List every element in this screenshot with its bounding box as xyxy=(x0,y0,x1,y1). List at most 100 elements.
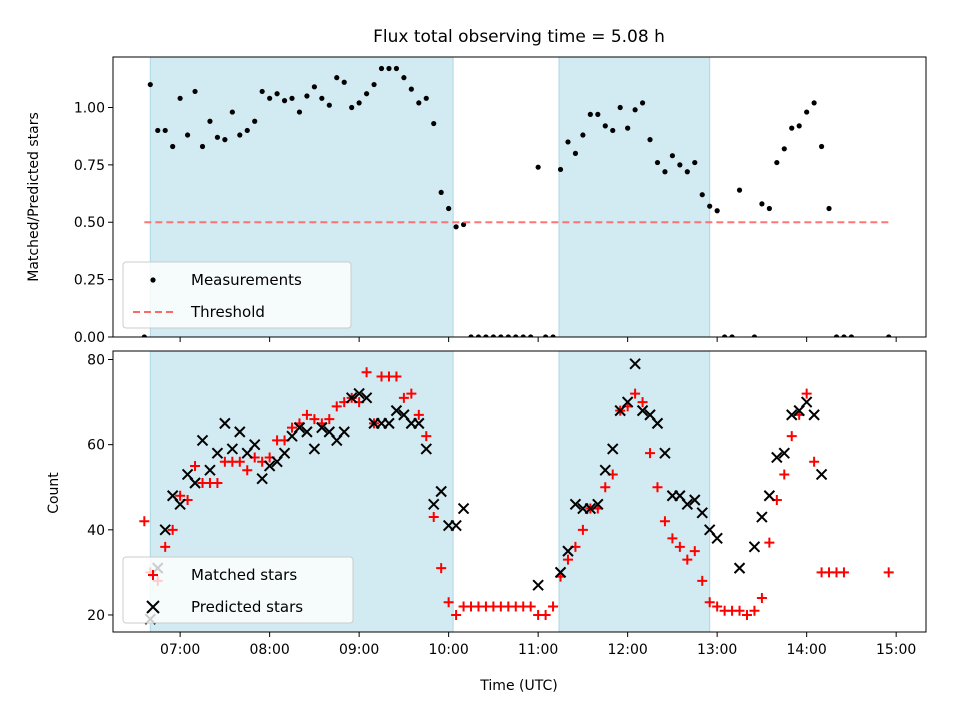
legend-label: Measurements xyxy=(191,271,302,289)
measurement-point xyxy=(214,134,221,140)
measurement-point xyxy=(565,139,571,145)
measurement-point xyxy=(446,205,452,212)
predicted-stars-point xyxy=(599,464,611,476)
predicted-stars-point xyxy=(554,566,567,579)
measurement-point xyxy=(580,132,586,138)
measurement-point xyxy=(170,143,176,150)
predicted-stars-point xyxy=(174,498,186,510)
predicted-stars-point xyxy=(808,409,820,421)
measurement-point xyxy=(684,169,690,175)
measurement-point xyxy=(811,100,817,106)
matched-stars-point xyxy=(413,409,424,420)
measurement-point xyxy=(520,334,526,337)
predicted-stars-point xyxy=(435,485,447,498)
matched-stars-point xyxy=(674,541,685,552)
x-tick-label: 15:00 xyxy=(876,642,916,658)
matched-stars-point xyxy=(756,592,767,603)
legend-marker-predicted xyxy=(146,600,160,614)
matched-stars-point xyxy=(451,609,462,620)
predicted-stars-point xyxy=(308,443,321,455)
predicted-stars-point xyxy=(413,417,425,430)
measurement-point xyxy=(393,65,400,72)
matched-stars-point xyxy=(786,431,797,442)
matched-stars-point xyxy=(361,367,372,378)
measurement-point xyxy=(751,334,758,337)
predicted-stars-point xyxy=(800,396,813,408)
predicted-stars-point xyxy=(211,447,224,459)
measurement-point xyxy=(416,100,422,106)
axes-frame xyxy=(112,56,927,338)
matched-stars-point xyxy=(428,512,439,523)
predicted-stars-point xyxy=(316,421,328,434)
predicted-stars-point xyxy=(607,443,619,455)
y-tick-label: 0.75 xyxy=(74,158,105,174)
predicted-stars-point xyxy=(204,464,216,476)
y-tick-label: 60 xyxy=(87,438,105,454)
predicted-stars-point xyxy=(390,404,403,417)
y-tick-label: 0.50 xyxy=(74,215,105,231)
measurement-point xyxy=(222,137,228,143)
measurement-point xyxy=(528,334,534,337)
predicted-stars-point xyxy=(786,409,798,421)
y-tick-label: 0.00 xyxy=(74,330,105,346)
measurement-point xyxy=(259,88,265,95)
measurement-point xyxy=(453,224,459,230)
matched-stars-point xyxy=(234,456,245,467)
bottom-panel: 20 40 60 80 07:00 08:00 09:00 10:00 11:00 12:00 13… xyxy=(87,350,927,658)
predicted-stars-point xyxy=(338,426,350,438)
measurement-point xyxy=(177,95,183,101)
bottom-y-axis-label: Count xyxy=(46,472,62,514)
x-tick-label: 13:00 xyxy=(697,642,737,658)
measurement-point xyxy=(356,100,362,106)
matched-stars-point xyxy=(309,414,320,425)
matched-stars-point xyxy=(712,601,723,612)
measurement-point xyxy=(349,104,355,111)
predicted-stars-point xyxy=(278,447,291,459)
measurement-point xyxy=(155,127,161,134)
predicted-stars-point xyxy=(420,443,432,455)
measurement-point xyxy=(886,334,892,337)
predicted-stars-point xyxy=(562,545,574,557)
measurement-point xyxy=(147,81,153,88)
measurement-point xyxy=(162,127,168,134)
matched-stars-point xyxy=(331,401,342,412)
matched-stars-point xyxy=(704,597,715,608)
measurement-point xyxy=(550,334,556,337)
top-panel: 0.00 0.25 0.50 0.75 1.00 Measurements Threshol… xyxy=(74,56,927,346)
measurement-point xyxy=(714,208,720,214)
measurement-point xyxy=(699,192,705,198)
predicted-stars-point xyxy=(196,434,209,447)
measurement-point xyxy=(789,125,795,131)
legend-label: Predicted stars xyxy=(191,598,303,616)
matched-stars-point xyxy=(645,448,656,459)
matched-stars-point xyxy=(406,388,417,399)
measurement-point xyxy=(774,159,780,166)
legend-label: Threshold xyxy=(190,303,265,321)
legend-box xyxy=(122,261,352,329)
measurement-point xyxy=(192,88,198,95)
measurement-point xyxy=(818,143,825,150)
measurement-point xyxy=(468,334,474,337)
measurement-point xyxy=(669,153,676,159)
legend: Measurements Threshold xyxy=(122,261,352,329)
measurement-point xyxy=(766,205,772,212)
matched-stars-point xyxy=(160,541,171,552)
predicted-stars-point xyxy=(584,502,597,515)
matched-stars-point xyxy=(190,460,201,471)
predicted-stars-point xyxy=(636,404,649,417)
plot-area xyxy=(141,57,892,337)
matched-stars-point xyxy=(600,482,611,493)
matched-stars-point xyxy=(734,605,745,616)
predicted-stars-point xyxy=(763,490,776,502)
measurement-point xyxy=(639,100,646,106)
matched-stars-point xyxy=(548,601,559,612)
measurement-point xyxy=(796,123,802,129)
measurement-point xyxy=(341,79,347,85)
measurement-point xyxy=(610,127,616,134)
measurement-point xyxy=(371,81,377,88)
measurement-point xyxy=(736,187,743,193)
measurement-point xyxy=(692,159,698,166)
measurement-point xyxy=(296,109,303,115)
predicted-stars-point xyxy=(592,498,604,510)
predicted-stars-point xyxy=(629,358,641,370)
